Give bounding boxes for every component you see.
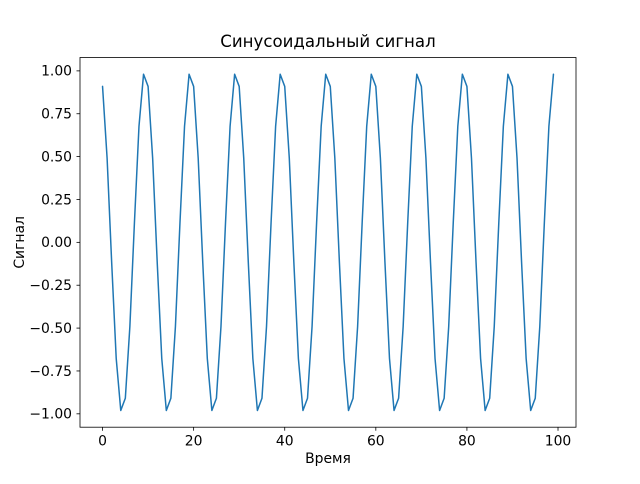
- x-tick-label: 0: [98, 434, 107, 450]
- y-tick-label: 0.00: [41, 235, 72, 251]
- x-axis-label: Время: [305, 451, 351, 467]
- x-tick-label: 40: [276, 434, 294, 450]
- x-tick-label: 100: [545, 434, 572, 450]
- y-axis-label: Сигнал: [12, 216, 28, 269]
- y-tick-label: −0.50: [29, 321, 72, 337]
- signal-line: [101, 73, 555, 412]
- y-tick-label: 0.75: [41, 107, 72, 123]
- y-tick-label: −1.00: [29, 407, 72, 423]
- x-tick-label: 60: [367, 434, 385, 450]
- chart-title: Синусоидальный сигнал: [220, 32, 435, 51]
- x-tick-label: 80: [458, 434, 476, 450]
- y-tick-label: 0.25: [41, 192, 72, 208]
- y-tick-label: −0.75: [29, 364, 72, 380]
- y-tick-label: 0.50: [41, 149, 72, 165]
- y-tick-label: 1.00: [41, 64, 72, 80]
- y-tick-label: −0.25: [29, 278, 72, 294]
- plot-frame: [79, 57, 577, 428]
- x-tick-label: 20: [185, 434, 203, 450]
